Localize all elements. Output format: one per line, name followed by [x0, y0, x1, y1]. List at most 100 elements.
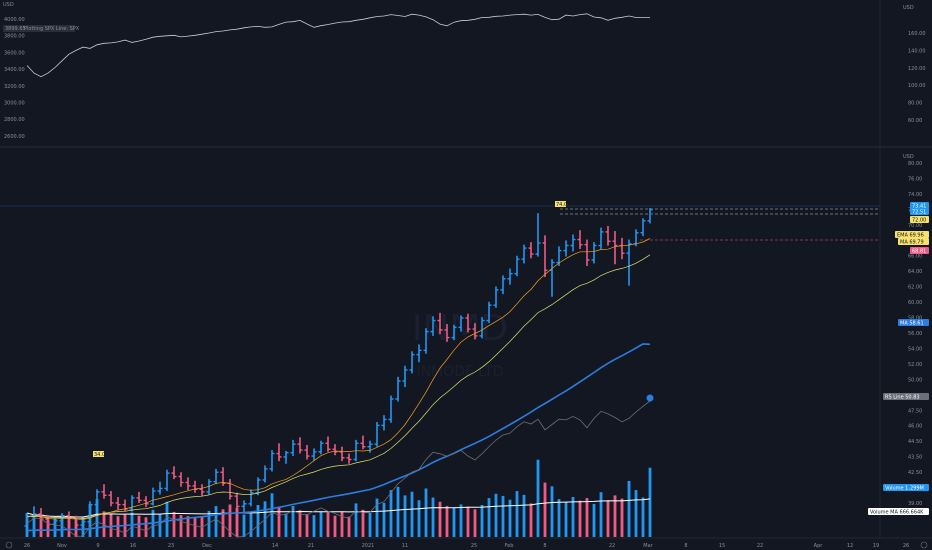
settings-icon[interactable] [920, 541, 928, 549]
time-tick: 23 [168, 543, 174, 549]
top-currency-label: USD [903, 5, 914, 11]
volume-bar [284, 513, 288, 537]
price-tag-label: 72.00 [912, 218, 926, 224]
sma10-line [26, 238, 651, 520]
ohlc-bar [325, 436, 331, 452]
ohlc-bar [598, 227, 604, 249]
volume-bar [305, 514, 309, 537]
price-tag: 72.51 [910, 208, 929, 216]
high-marker[interactable]: 74.00 [555, 201, 570, 208]
volume-bar [137, 515, 141, 537]
price-tag-label: 68.81 [912, 249, 926, 255]
volume-bar [396, 486, 400, 537]
ohlc-bar [185, 477, 191, 491]
volume-bar [648, 467, 652, 537]
volume-bar [529, 503, 533, 537]
volume-bar [599, 492, 603, 537]
ohlc-bar [514, 255, 520, 277]
volume-bar [536, 459, 540, 537]
price-tag-bg [883, 393, 929, 400]
price-tag-bg [910, 247, 929, 254]
spx-left-tick: 3200.00 [4, 84, 25, 90]
price-tag-bg [910, 208, 929, 215]
spx-line [26, 13, 650, 78]
price-tick: 70.00 [908, 223, 922, 229]
volume-bar [179, 515, 183, 537]
ohlc-bar [269, 450, 275, 472]
time-tick: 19 [873, 543, 879, 549]
volume-bar [32, 516, 36, 537]
ohlc-bar [535, 213, 541, 257]
spx-right-tick: 120.00 [908, 66, 926, 72]
ohlc-bar [318, 440, 324, 455]
volume-bar [382, 502, 386, 537]
price-tick: 39.00 [908, 501, 922, 507]
price-tag-bg [868, 508, 929, 515]
price-tag: MA 69.79 [898, 238, 929, 246]
volume-bar [641, 497, 645, 537]
price-tag-label: EMA 69.96 [897, 233, 924, 239]
ohlc-bar [577, 230, 583, 249]
volume-bar [438, 501, 442, 537]
ohlc-bar [451, 324, 457, 341]
low-marker[interactable]: 34.00 [93, 451, 108, 458]
volume-bar [606, 500, 610, 537]
ohlc-bar [234, 492, 240, 509]
spx-left-axis: 4000.00 3800.00 3600.00 3400.00 3200.00 3000.… [4, 17, 25, 140]
spx-left-tick: 3000.00 [4, 101, 25, 107]
watermark-symbol: INMD [412, 308, 508, 349]
time-tick: 22 [757, 543, 763, 549]
volume-bar [557, 499, 561, 537]
time-tick: 8 [684, 543, 687, 549]
time-tick: 16 [130, 543, 136, 549]
price-tag-bg [910, 216, 929, 223]
price-tag-label: 73.41 [912, 204, 926, 210]
ohlc-bar [115, 496, 121, 510]
volume-bar [375, 498, 379, 537]
ohlc-bar [101, 484, 107, 499]
ohlc-bar [255, 477, 261, 496]
scroll-left-icon[interactable] [5, 541, 13, 549]
volume-bar [466, 506, 470, 537]
time-tick: 8 [543, 543, 546, 549]
volume-bar [221, 509, 225, 537]
volume-bar [326, 512, 330, 537]
symbol-label: USD [3, 2, 14, 8]
ohlc-bar [94, 489, 100, 510]
ohlc-bar [458, 315, 464, 332]
ohlc-bar [430, 316, 436, 336]
ohlc-bar [444, 323, 450, 342]
spx-right-tick: 100.00 [908, 83, 926, 89]
time-axis[interactable]: 26 Nov 9 16 23 Dec 14 21 2021 11 25 Feb 8 22 Mar 8 15 22 A… [24, 543, 909, 549]
ohlc-bar [192, 480, 198, 493]
spx-left-tick: 4000.00 [4, 17, 25, 23]
ohlc-bar [570, 234, 576, 252]
volume-bar [347, 516, 351, 537]
spx-right-tick: 160.00 [908, 31, 926, 37]
ohlc-bar [164, 469, 170, 492]
volume-bar [634, 490, 638, 537]
ohlc-bar [486, 301, 492, 324]
volume-bar [214, 506, 218, 537]
rs-new-high-dot[interactable] [646, 394, 654, 402]
volume-bar [109, 513, 113, 537]
volume-bar [571, 497, 575, 537]
price-tag: MA 58.61 [898, 319, 929, 327]
ohlc-bar [591, 242, 597, 264]
ohlc-bar [129, 495, 135, 512]
time-tick: Mar [643, 543, 653, 549]
ohlc-bars [24, 208, 653, 530]
price-tag: 73.41 [910, 202, 929, 210]
ohlc-bar [241, 500, 247, 513]
ohlc-bar [640, 218, 646, 237]
volume-bar [340, 511, 344, 537]
price-tick: 64.00 [908, 269, 922, 275]
spx-right-tick: 80.00 [908, 101, 922, 107]
ohlc-bar [388, 395, 394, 423]
volume-bar [459, 504, 463, 537]
volume-bar [165, 501, 169, 537]
low-marker-label: 34.00 [94, 452, 108, 458]
ohlc-bar [605, 225, 611, 246]
volume-bar [613, 495, 617, 537]
